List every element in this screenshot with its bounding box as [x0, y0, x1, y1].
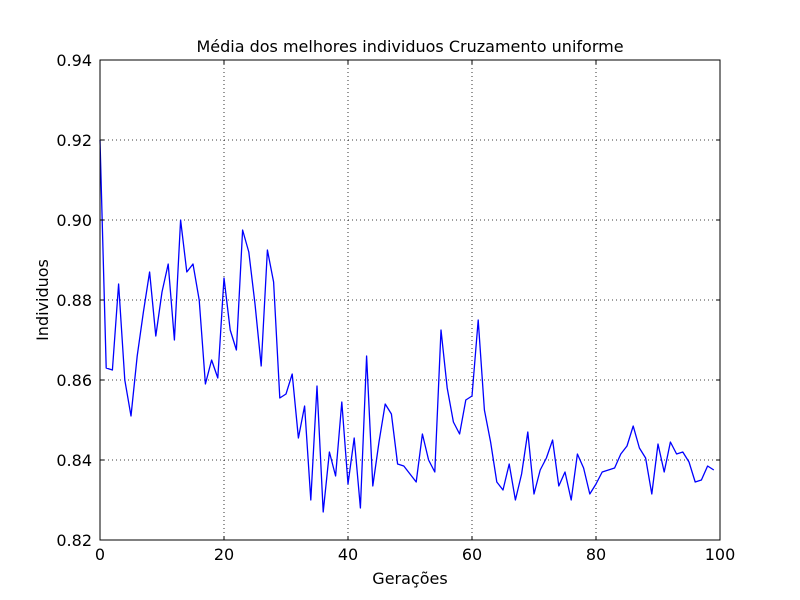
y-tick-label: 0.92 — [56, 131, 92, 150]
y-tick-label: 0.82 — [56, 531, 92, 550]
x-tick-label: 40 — [338, 545, 358, 564]
x-tick-label: 100 — [705, 545, 736, 564]
x-tick-label: 20 — [214, 545, 234, 564]
grid-lines — [100, 60, 720, 540]
x-axis-label: Gerações — [372, 569, 447, 588]
y-axis-label: Individuos — [33, 259, 52, 341]
chart-title: Média dos melhores individuos Cruzamento… — [196, 37, 623, 56]
series-layer — [99, 139, 715, 513]
ticks: 0 20 40 60 80 100 0.82 0.84 0.86 0.88 0.90 0.92 0.94 — [56, 51, 735, 564]
y-tick-label: 0.84 — [56, 451, 92, 470]
y-tick-label: 0.86 — [56, 371, 92, 390]
x-tick-label: 0 — [95, 545, 105, 564]
y-tick-label: 0.90 — [56, 211, 92, 230]
series-line — [99, 139, 715, 513]
y-tick-label: 0.94 — [56, 51, 92, 70]
x-tick-label: 80 — [586, 545, 606, 564]
x-tick-label: 60 — [462, 545, 482, 564]
y-tick-label: 0.88 — [56, 291, 92, 310]
